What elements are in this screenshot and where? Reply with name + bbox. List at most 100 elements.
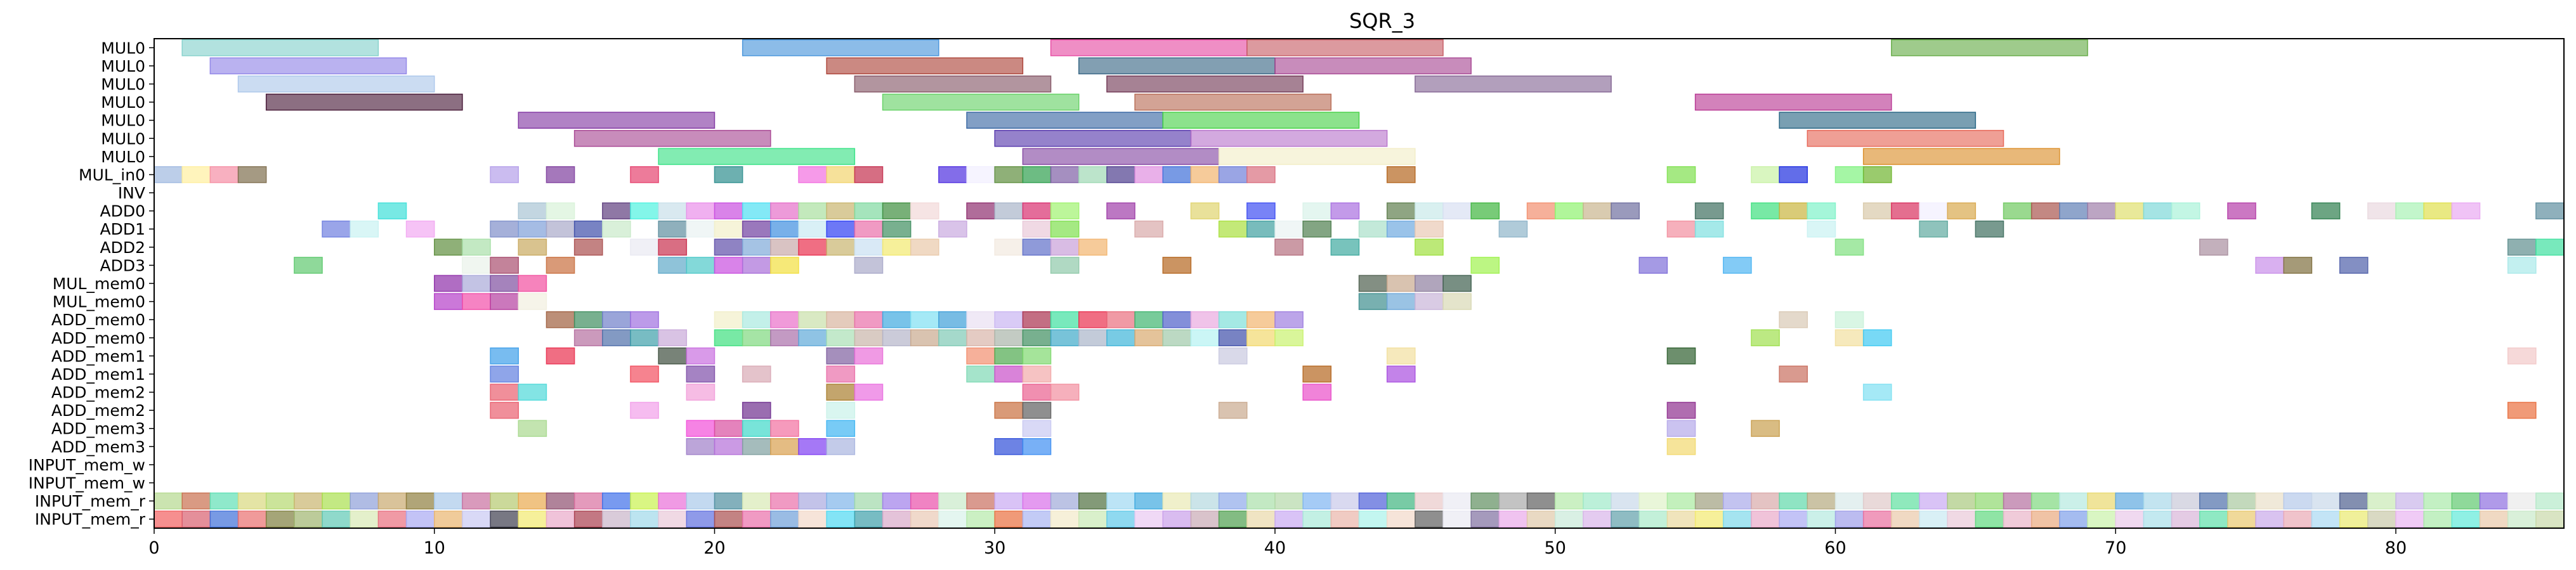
y-tick-label: INPUT_mem_w [29, 474, 145, 493]
x-tick-label: 60 [1824, 538, 1846, 558]
gantt-bar [350, 220, 379, 238]
gantt-bar [1470, 492, 1500, 510]
gantt-bar [966, 202, 995, 219]
gantt-bar [546, 311, 575, 328]
gantt-bar [1947, 202, 1977, 219]
gantt-bar [1078, 492, 1108, 510]
gantt-bar [854, 347, 884, 365]
gantt-bar [433, 238, 463, 256]
gantt-bar [966, 492, 995, 510]
gantt-bar [2339, 510, 2369, 528]
gantt-bar [2535, 510, 2565, 528]
gantt-bar [237, 510, 267, 528]
gantt-bar [490, 365, 520, 383]
gantt-bar [1050, 238, 1080, 256]
gantt-bar [1442, 293, 1472, 310]
gantt-bar [462, 293, 491, 310]
gantt-bar [602, 329, 631, 347]
gantt-bar [1666, 510, 1696, 528]
gantt-bar [1751, 202, 1780, 219]
gantt-bar [490, 293, 520, 310]
gantt-bar [658, 148, 856, 165]
gantt-bar [966, 347, 995, 365]
gantt-bar [2535, 492, 2565, 510]
gantt-bar [1218, 401, 1248, 419]
gantt-bar [1583, 510, 1612, 528]
gantt-bar [1638, 257, 1668, 274]
gantt-bar [377, 510, 407, 528]
y-tick-label: MUL_mem0 [53, 275, 145, 293]
gantt-bar [1050, 39, 1248, 56]
gantt-bar [658, 238, 688, 256]
gantt-bar [2451, 202, 2481, 219]
gantt-bar [1862, 202, 1892, 219]
gantt-bar [518, 112, 716, 129]
gantt-bar [1302, 510, 1332, 528]
gantt-bar [546, 220, 575, 238]
gantt-bar [1415, 510, 1444, 528]
gantt-bar [2395, 202, 2424, 219]
gantt-bar [1330, 202, 1360, 219]
gantt-bar [602, 202, 631, 219]
gantt-bar [1891, 510, 1920, 528]
gantt-bar [490, 347, 520, 365]
gantt-bar [2003, 492, 2032, 510]
gantt-bar [882, 202, 912, 219]
gantt-bar [826, 220, 856, 238]
gantt-bar [854, 166, 884, 183]
gantt-bar [1862, 492, 1892, 510]
gantt-bar [966, 112, 1164, 129]
y-tick-label: ADD0 [100, 202, 145, 221]
gantt-bar [2030, 202, 2060, 219]
gantt-bar [882, 238, 912, 256]
gantt-bar [1415, 492, 1444, 510]
gantt-bar [1022, 365, 1052, 383]
gantt-bar [462, 492, 491, 510]
gantt-bar [1415, 293, 1444, 310]
gantt-bar [854, 202, 884, 219]
gantt-bar [742, 311, 771, 328]
gantt-bar [1751, 166, 1780, 183]
gantt-bar [433, 510, 463, 528]
x-tick-label: 50 [1545, 538, 1566, 558]
gantt-bar [405, 220, 435, 238]
gantt-bar [854, 384, 884, 401]
gantt-bar [910, 492, 939, 510]
gantt-bar [2255, 510, 2285, 528]
gantt-bar [1442, 510, 1472, 528]
gantt-bar [265, 510, 295, 528]
y-tick-label: INPUT_mem_r [35, 492, 146, 510]
gantt-bar [1919, 492, 1948, 510]
gantt-bar [2535, 238, 2565, 256]
gantt-bar [1134, 220, 1164, 238]
gantt-bar [1050, 166, 1080, 183]
gantt-bar [181, 166, 211, 183]
y-tick-label: ADD_mem3 [51, 437, 145, 456]
gantt-bar [546, 347, 575, 365]
gantt-bar [742, 492, 771, 510]
gantt-bar [1751, 510, 1780, 528]
gantt-bar [1386, 275, 1416, 292]
gantt-bar [1442, 492, 1472, 510]
gantt-bar [1779, 311, 1808, 328]
gantt-bar [2507, 257, 2537, 274]
gantt-bar [1246, 510, 1276, 528]
gantt-bar [1162, 510, 1192, 528]
gantt-bar [714, 492, 743, 510]
gantt-bar [1751, 329, 1780, 347]
gantt-bar [1862, 329, 1892, 347]
gantt-bar [1807, 129, 2004, 147]
gantt-bar [742, 202, 771, 219]
gantt-bar [826, 347, 856, 365]
gantt-bar [1975, 220, 2004, 238]
gantt-bar [1694, 492, 1724, 510]
gantt-bar [1162, 492, 1192, 510]
gantt-bar [714, 166, 743, 183]
gantt-bar [686, 347, 716, 365]
gantt-bar [2423, 510, 2453, 528]
gantt-bar [630, 329, 659, 347]
gantt-bar [1134, 510, 1164, 528]
gantt-bar [2479, 492, 2509, 510]
gantt-bar [1386, 365, 1416, 383]
gantt-bar [2255, 492, 2285, 510]
